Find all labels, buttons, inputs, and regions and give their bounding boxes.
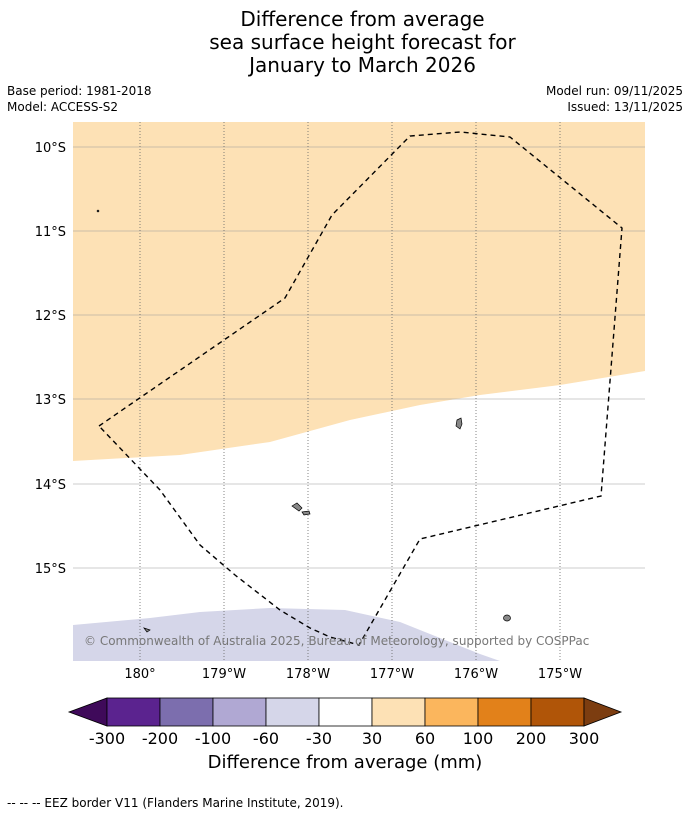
title-line-3: January to March 2026	[249, 53, 476, 77]
map-title: Difference from average sea surface heig…	[0, 8, 690, 77]
latitude-gridlines	[73, 146, 645, 569]
island-1	[455, 417, 463, 430]
model-name: Model: ACCESS-S2	[7, 100, 119, 114]
colorbar-tick-label: -200	[142, 729, 178, 748]
colorbar-title: Difference from average (mm)	[207, 752, 483, 773]
colorbar-segment	[318, 697, 373, 727]
colorbar-segment	[212, 697, 267, 727]
copyright-notice: © Commonwealth of Australia 2025, Bureau…	[84, 634, 589, 648]
eez-legend-note: -- -- -- EEZ border V11 (Flanders Marine…	[7, 796, 344, 810]
lon-label-177w: 177°W	[370, 667, 414, 682]
island-5	[143, 627, 151, 633]
island-3	[301, 510, 311, 516]
colorbar-tick-label: -300	[89, 729, 125, 748]
colorbar-segment	[477, 697, 532, 727]
colorbar: -300 -200 -100 -60 -30 30 60 100 200 300	[67, 697, 623, 748]
colorbar-tick-label: 60	[415, 729, 435, 748]
lat-label-13s: 13°S	[35, 393, 66, 408]
model-run: Model run: 09/11/2025	[545, 84, 683, 98]
islands	[96, 209, 511, 633]
island-4	[503, 614, 511, 622]
colorbar-segment	[265, 697, 320, 727]
colorbar-tick-label: 200	[516, 729, 547, 748]
title-line-1: Difference from average	[240, 7, 485, 31]
lat-label-10s: 10°S	[35, 141, 66, 156]
colorbar-extend-high	[583, 697, 623, 727]
colorbar-segment	[159, 697, 214, 727]
colorbar-segment	[371, 697, 426, 727]
island-2	[291, 502, 303, 512]
lon-label-180: 180°	[124, 667, 155, 682]
colorbar-segment	[106, 697, 161, 727]
eez-border	[97, 131, 623, 646]
title-line-2: sea surface height forecast for	[209, 30, 516, 54]
lat-label-11s: 11°S	[35, 225, 66, 240]
meta-right: Model run: 09/11/2025 Issued: 13/11/2025	[546, 83, 683, 115]
lon-label-178w: 178°W	[286, 667, 330, 682]
positive-anomaly-region	[73, 122, 645, 461]
meta-left: Base period: 1981-2018 Model: ACCESS-S2	[7, 83, 152, 115]
colorbar-tick-label: 30	[362, 729, 382, 748]
colorbar-tick-label: -100	[195, 729, 231, 748]
lat-label-12s: 12°S	[35, 309, 66, 324]
colorbar-extend-low	[67, 697, 108, 727]
map-area: © Commonwealth of Australia 2025, Bureau…	[73, 122, 645, 661]
colorbar-segment	[424, 697, 479, 727]
longitude-labels: 180° 179°W 178°W 177°W 176°W 175°W	[124, 667, 582, 682]
colorbar-segment	[530, 697, 585, 727]
colorbar-tick-label: -30	[306, 729, 332, 748]
lon-label-175w: 175°W	[538, 667, 582, 682]
colorbar-tick-label: 300	[569, 729, 600, 748]
base-period: Base period: 1981-2018	[7, 84, 152, 98]
lon-label-176w: 176°W	[454, 667, 498, 682]
colorbar-tick-label: -60	[253, 729, 279, 748]
lat-label-15s: 15°S	[35, 562, 66, 577]
latitude-labels: 10°S 11°S 12°S 13°S 14°S 15°S	[35, 141, 66, 577]
negative-anomaly-region	[73, 608, 500, 661]
island-6	[96, 209, 100, 213]
issued-date: Issued: 13/11/2025	[567, 100, 683, 114]
colorbar-tick-label: 100	[463, 729, 494, 748]
lon-label-179w: 179°W	[202, 667, 246, 682]
lat-label-14s: 14°S	[35, 478, 66, 493]
